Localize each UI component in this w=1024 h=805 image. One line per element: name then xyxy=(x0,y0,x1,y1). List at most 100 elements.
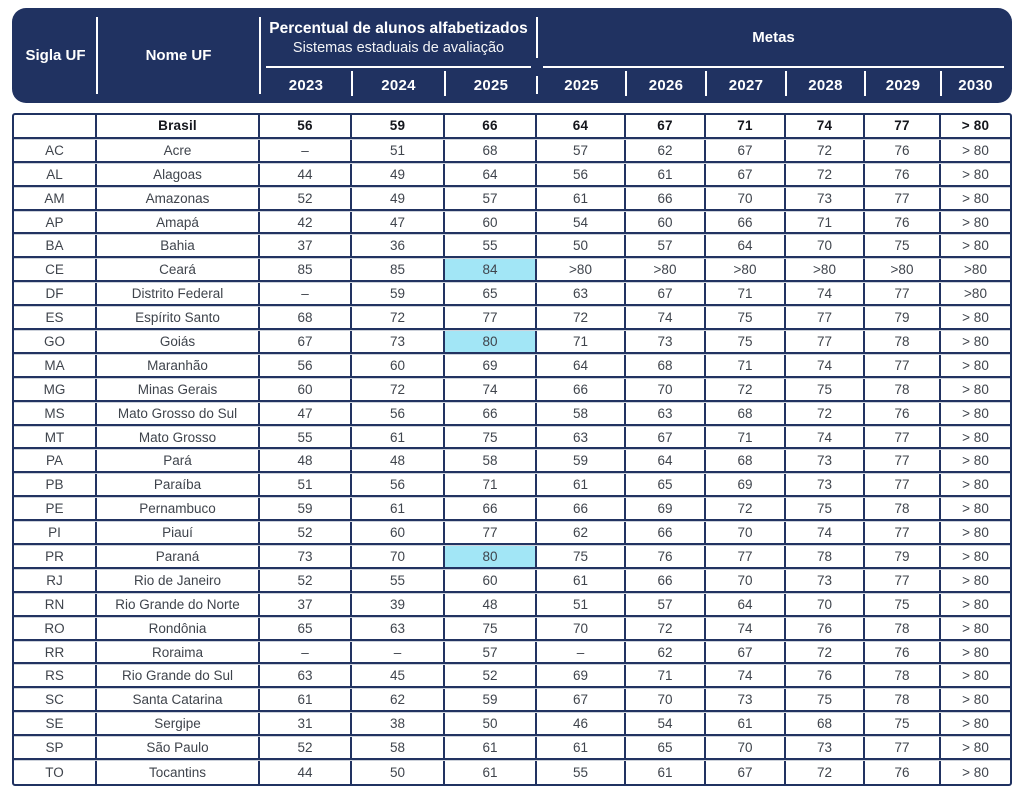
cell-meta-2028: 72 xyxy=(786,139,865,161)
cell-meta-2030: > 80 xyxy=(962,668,989,684)
cell-meta-2028: 76 xyxy=(786,665,865,687)
table-row: GO Goiás 67 73 80 71 73 75 77 78 > 80 xyxy=(14,330,1010,354)
cell-meta-2028: 77 xyxy=(786,307,865,329)
cell-nome-uf: Santa Catarina xyxy=(97,689,260,711)
cell-meta-2026: 73 xyxy=(626,331,706,352)
cell-meta-2025: – xyxy=(537,641,626,663)
cell-sigla-uf: MG xyxy=(14,378,97,400)
cell-meta-2025: 66 xyxy=(537,378,626,400)
cell-meta-2028: 73 xyxy=(786,737,865,759)
cell-meta-2027: 75 xyxy=(706,331,786,352)
cell-percentual-2024: 55 xyxy=(352,569,445,591)
cell-meta-2026: 70 xyxy=(626,689,706,711)
cell-meta-2025: 58 xyxy=(537,402,626,424)
cell-percentual-2024: 85 xyxy=(352,259,445,281)
table-body: Brasil 56 59 66 64 67 71 74 77 > 80 AC Acre –51 68 57 6… xyxy=(12,113,1012,786)
cell-meta-2029: >80 xyxy=(865,259,941,281)
cell-percentual-2024: 59 xyxy=(352,115,445,137)
cell-meta-2026: 74 xyxy=(626,307,706,329)
table-row: CE Ceará 85 85 84 >80 >80 >80 >80 >80 >80 xyxy=(14,258,1010,283)
table-row: RO Rondônia 65 63 75 70 72 74 76 78 > 80 xyxy=(14,616,1010,641)
cell-meta-2029: 78 xyxy=(865,617,941,639)
cell-percentual-2024: 50 xyxy=(352,761,445,784)
cell-nome-uf: Amazonas xyxy=(97,187,260,209)
cell-percentual-2024: 56 xyxy=(352,402,445,424)
cell-percentual-2024: 48 xyxy=(352,450,445,472)
cell-meta-2030: > 80 xyxy=(962,405,989,421)
cell-percentual-2025: 60 xyxy=(445,569,537,591)
cell-meta-2027: 74 xyxy=(706,665,786,687)
cell-meta-2026: 68 xyxy=(626,354,706,376)
cell-nome-uf: Pernambuco xyxy=(97,498,260,520)
cell-meta-2029: 77 xyxy=(865,522,941,544)
cell-meta-2029: 77 xyxy=(865,474,941,496)
cell-meta-2028: 73 xyxy=(786,450,865,472)
cell-percentual-2023: 47 xyxy=(260,402,352,424)
cell-meta-2026: 60 xyxy=(626,211,706,233)
cell-meta-2028: 74 xyxy=(786,426,865,448)
cell-meta-2027: 67 xyxy=(706,163,786,185)
cell-nome-uf: Piauí xyxy=(97,522,260,544)
cell-percentual-2025: 66 xyxy=(445,498,537,520)
table-row: SP São Paulo 52 58 61 61 65 70 73 77 > 80 xyxy=(14,736,1010,761)
cell-percentual-2024: 47 xyxy=(352,211,445,233)
cell-percentual-2024: 51 xyxy=(352,139,445,161)
cell-meta-2025: 75 xyxy=(537,546,626,567)
table-row: AM Amazonas 52 49 57 61 66 70 73 77 > 80 xyxy=(14,186,1010,211)
cell-percentual-2025: 58 xyxy=(445,450,537,472)
header-group-metas-title: Metas xyxy=(752,29,795,46)
cell-meta-2028: 72 xyxy=(786,402,865,424)
cell-sigla-uf: AL xyxy=(14,163,97,185)
cell-meta-2030: > 80 xyxy=(962,453,989,469)
cell-meta-2026: 66 xyxy=(626,522,706,544)
cell-meta-2028: 74 xyxy=(786,283,865,305)
cell-nome-uf: Brasil xyxy=(97,115,260,137)
header-group-metas: Metas xyxy=(537,8,1010,68)
cell-meta-2028: 72 xyxy=(786,761,865,784)
cell-percentual-2024: 72 xyxy=(352,378,445,400)
cell-percentual-2024: 49 xyxy=(352,163,445,185)
cell-meta-2025: 54 xyxy=(537,211,626,233)
cell-meta-2029: 78 xyxy=(865,378,941,400)
cell-sigla-uf: SC xyxy=(14,689,97,711)
cell-meta-2030: > 80 xyxy=(962,764,989,780)
cell-meta-2030: > 80 xyxy=(962,429,989,445)
cell-meta-2025: 59 xyxy=(537,450,626,472)
cell-meta-2030: > 80 xyxy=(962,310,989,326)
cell-sigla-uf: RS xyxy=(14,665,97,687)
cell-meta-2027: 70 xyxy=(706,737,786,759)
cell-percentual-2024: 70 xyxy=(352,546,445,567)
cell-meta-2028: 75 xyxy=(786,378,865,400)
cell-percentual-2024: 60 xyxy=(352,354,445,376)
cell-meta-2028: 77 xyxy=(786,331,865,352)
cell-meta-2030: > 80 xyxy=(962,596,989,612)
cell-meta-2026: >80 xyxy=(626,259,706,281)
cell-meta-2030: > 80 xyxy=(962,477,989,493)
cell-meta-2029: 79 xyxy=(865,307,941,329)
cell-meta-2029: 78 xyxy=(865,498,941,520)
cell-meta-2026: 54 xyxy=(626,713,706,735)
cell-percentual-2023: 56 xyxy=(260,115,352,137)
table-row: PR Paraná 73 70 80 75 76 77 78 79 > 80 xyxy=(14,545,1010,569)
cell-meta-2026: 57 xyxy=(626,593,706,615)
header-year-2024: 2024 xyxy=(352,67,446,103)
cell-meta-2025: 71 xyxy=(537,331,626,352)
cell-meta-2026: 66 xyxy=(626,569,706,591)
cell-meta-2030: > 80 xyxy=(961,118,990,134)
cell-meta-2030: > 80 xyxy=(962,620,989,636)
cell-meta-2026: 61 xyxy=(626,163,706,185)
header-year-2023: 2023 xyxy=(260,67,353,103)
cell-percentual-2024: 61 xyxy=(352,498,445,520)
cell-meta-2026: 69 xyxy=(626,498,706,520)
cell-percentual-2023: 31 xyxy=(260,713,352,735)
table-row: PE Pernambuco 59 61 66 66 69 72 75 78 > 80 xyxy=(14,497,1010,522)
cell-nome-uf: Tocantins xyxy=(97,761,260,784)
cell-percentual-2023: 44 xyxy=(260,761,352,784)
cell-percentual-2025: 75 xyxy=(445,426,537,448)
cell-percentual-2025: 66 xyxy=(445,115,537,137)
cell-meta-2027: 67 xyxy=(706,139,786,161)
cell-nome-uf: Distrito Federal xyxy=(97,283,260,305)
cell-meta-2029: 77 xyxy=(865,283,941,305)
cell-meta-2025: 70 xyxy=(537,617,626,639)
cell-meta-2026: 66 xyxy=(626,187,706,209)
